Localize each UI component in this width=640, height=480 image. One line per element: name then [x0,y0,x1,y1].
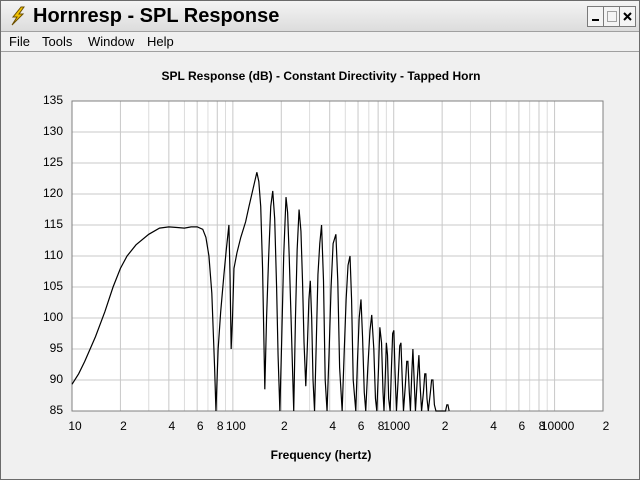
y-tick-label: 90 [50,372,64,386]
x-tick-label: 6 [358,419,365,433]
y-tick-label: 110 [44,248,63,262]
y-tick-label: 105 [43,279,63,293]
y-tick-label: 100 [43,310,63,324]
menu-bar: File Tools Window Help [1,32,639,52]
y-tick-label: 120 [43,186,63,200]
maximize-button [603,6,620,27]
menu-item[interactable]: Help [147,34,174,49]
chart-title: SPL Response (dB) - Constant Directivity… [162,69,481,83]
title-bar: Hornresp - SPL Response [1,1,639,32]
x-tick-label: 6 [519,419,526,433]
plot-border [71,100,604,412]
x-tick-label: 10 [68,419,82,433]
x-tick-label: 4 [490,419,497,433]
close-button[interactable] [619,6,636,27]
x-tick-label: 8 [378,419,385,433]
x-tick-label: 4 [329,419,336,433]
x-tick-label: 2 [442,419,449,433]
minimize-button[interactable] [587,6,604,27]
y-tick-label: 115 [44,217,63,231]
x-axis-label: Frequency (hertz) [271,448,372,462]
x-tick-label: 100 [226,419,246,433]
y-tick-label: 85 [50,403,64,417]
menu-item[interactable]: File [9,34,30,49]
x-tick-label: 2 [120,419,127,433]
x-tick-label: 2 [603,419,610,433]
x-tick-label: 4 [169,419,176,433]
y-tick-label: 135 [43,93,63,107]
line [71,172,450,412]
y-tick-label: 125 [43,155,63,169]
menu-item[interactable]: Window [88,34,135,49]
x-tick-label: 6 [197,419,204,433]
x-tick-label: 2 [281,419,288,433]
x-tick-label: 1000 [383,419,410,433]
x-tick-label: 8 [217,419,224,433]
window-title: Hornresp - SPL Response [33,5,280,27]
app-icon [11,6,25,26]
y-tick-label: 130 [43,124,63,138]
y-tick-label: 95 [50,341,64,355]
chart: SPL Response (dB) - Constant Directivity… [43,69,610,462]
x-tick-label: 8 [539,419,546,433]
x-tick-label: 10000 [541,419,575,433]
menu-item[interactable]: Tools [42,34,73,49]
